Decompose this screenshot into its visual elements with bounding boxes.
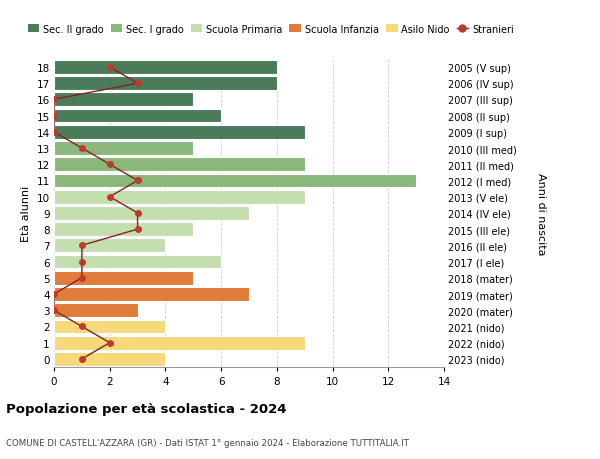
Bar (54, 109, 221, 123)
Bar (54, 190, 305, 204)
Y-axis label: Età alunni: Età alunni (21, 185, 31, 241)
Bar (54, 271, 193, 285)
Y-axis label: Anni di nascita: Anni di nascita (536, 172, 547, 255)
Legend: Sec. II grado, Sec. I grado, Scuola Primaria, Scuola Infanzia, Asilo Nido, Stran: Sec. II grado, Sec. I grado, Scuola Prim… (28, 24, 514, 34)
Text: Popolazione per età scolastica - 2024: Popolazione per età scolastica - 2024 (6, 403, 287, 415)
Bar (54, 223, 193, 236)
Bar (54, 142, 193, 156)
Bar (54, 320, 166, 334)
Bar (54, 93, 193, 107)
Bar (54, 126, 305, 140)
Bar (54, 207, 249, 220)
Bar (54, 352, 166, 366)
Bar (54, 336, 305, 350)
Bar (54, 239, 166, 253)
Bar (54, 174, 416, 188)
Bar (54, 255, 221, 269)
Text: COMUNE DI CASTELL'AZZARA (GR) - Dati ISTAT 1° gennaio 2024 - Elaborazione TUTTIT: COMUNE DI CASTELL'AZZARA (GR) - Dati IST… (6, 438, 409, 448)
Bar (54, 304, 137, 318)
Bar (54, 77, 277, 91)
Bar (54, 61, 277, 75)
Bar (54, 287, 249, 301)
Bar (54, 158, 305, 172)
